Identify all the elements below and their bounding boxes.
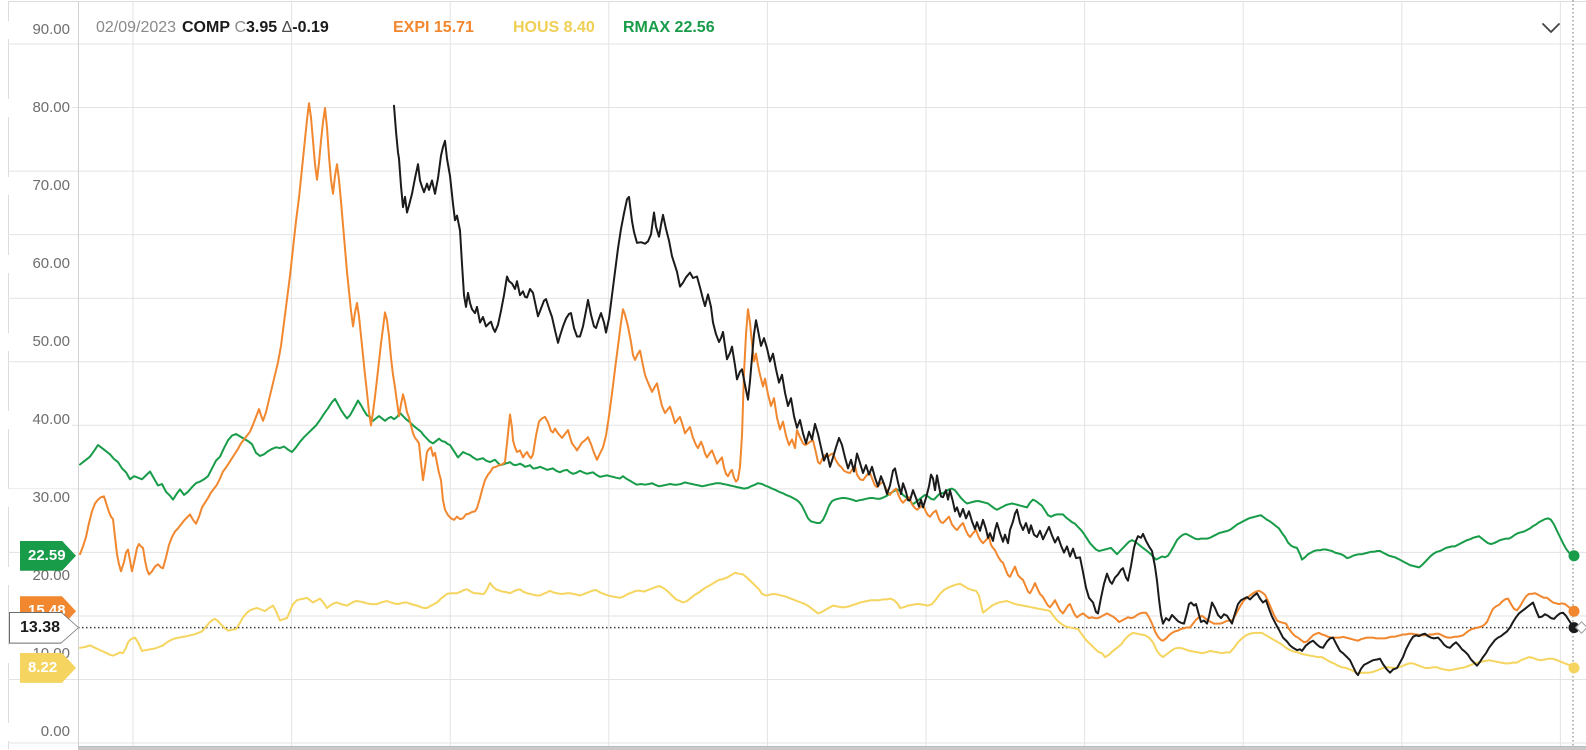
legend-item-expi[interactable]: EXPI 15.71 bbox=[393, 19, 474, 36]
legend-item-hous[interactable]: HOUS 8.40 bbox=[513, 19, 595, 36]
series-line-rmax bbox=[79, 397, 1575, 569]
delta-value: -0.19 bbox=[292, 19, 329, 36]
ticker-comp: COMP bbox=[182, 19, 230, 36]
series-end-dot-expi bbox=[1568, 605, 1580, 617]
delta-icon: Δ bbox=[281, 19, 293, 36]
y-axis-tick: 80.00 bbox=[8, 99, 72, 117]
series-end-dot-hous bbox=[1568, 662, 1580, 674]
horizontal-scrollbar[interactable] bbox=[78, 746, 1586, 750]
series-line-hous bbox=[79, 571, 1575, 675]
y-axis-tick: 90.00 bbox=[8, 21, 72, 39]
y-axis: 90.00 80.00 70.00 60.00 50.00 40.00 30.00 20.00… bbox=[0, 0, 78, 750]
y-axis-tick: 70.00 bbox=[8, 177, 72, 195]
date-label: 02/09/2023 bbox=[96, 19, 177, 36]
price-badge-rmax: 22.59 bbox=[20, 540, 76, 571]
legend-item-rmax[interactable]: RMAX 22.56 bbox=[623, 19, 715, 36]
series-line-expi bbox=[79, 102, 1575, 644]
chevron-down-icon[interactable] bbox=[1540, 19, 1562, 39]
price-badge-comp-label: 13.38 bbox=[10, 612, 78, 643]
y-axis-tick: 20.00 bbox=[8, 567, 72, 585]
panel-left-border bbox=[8, 1, 9, 749]
panel-top-border bbox=[8, 1, 1586, 2]
y-axis-separator bbox=[78, 1, 79, 746]
close-prefix: C bbox=[234, 19, 247, 36]
y-axis-tick: 30.00 bbox=[8, 489, 72, 507]
y-axis-tick: 0.00 bbox=[8, 723, 72, 741]
y-axis-tick: 50.00 bbox=[8, 333, 72, 351]
y-axis-tick: 40.00 bbox=[8, 411, 72, 429]
legend-item-comp[interactable]: COMP C3.95 Δ-0.19 bbox=[182, 19, 329, 37]
legend-date: 02/09/2023 bbox=[96, 19, 176, 37]
series-end-dot-rmax bbox=[1568, 550, 1580, 562]
y-axis-tick: 60.00 bbox=[8, 255, 72, 273]
series-line-comp bbox=[393, 104, 1575, 677]
close-value: 3.95 bbox=[246, 19, 278, 36]
price-badge-hous: 8.22 bbox=[20, 652, 76, 683]
